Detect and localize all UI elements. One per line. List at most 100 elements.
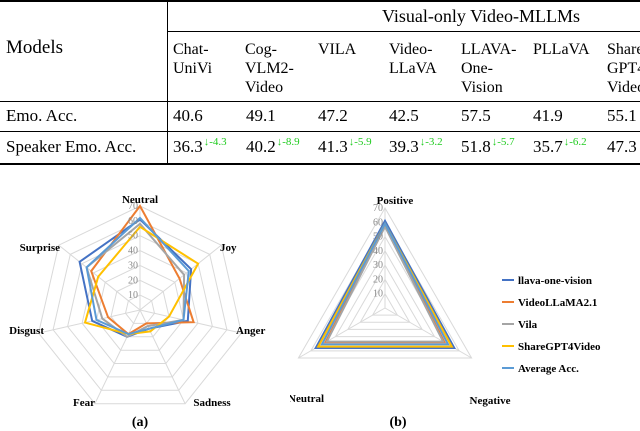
table-cell: 57.5 bbox=[461, 107, 491, 125]
delta-value: ↓-4.3 bbox=[203, 136, 227, 148]
grid-spoke bbox=[384, 307, 472, 359]
cell-value: 41.9 bbox=[533, 106, 563, 125]
column-header: PLLaVA bbox=[533, 41, 590, 58]
cell-value: 55.1 bbox=[607, 106, 637, 125]
grid-spoke bbox=[58, 244, 141, 311]
grid-spoke bbox=[298, 307, 386, 359]
legend-label: llava-one-vision bbox=[518, 275, 592, 287]
tick-label: 40 bbox=[373, 246, 383, 257]
grid-spoke bbox=[38, 309, 141, 334]
column-header: LLAVA- One- Vision bbox=[461, 41, 517, 96]
cell-value: 41.3 bbox=[318, 137, 348, 156]
header-rule bbox=[0, 101, 640, 102]
grid-ring bbox=[52, 220, 228, 391]
table-cell: 51.8↓-5.7 bbox=[461, 136, 515, 158]
chart-caption: (a) bbox=[132, 415, 149, 430]
series-line bbox=[90, 204, 195, 336]
tick-label: 30 bbox=[373, 260, 383, 271]
row-label: Speaker Emo. Acc. bbox=[6, 137, 137, 156]
column-header: VILA bbox=[318, 41, 357, 58]
delta-value: ↓-8.9 bbox=[276, 136, 300, 148]
series-line bbox=[316, 221, 454, 348]
column-header: Cog- VLM2- Video bbox=[245, 41, 294, 96]
grid-spoke bbox=[94, 309, 141, 404]
grid-ring bbox=[95, 264, 185, 351]
bottom-rule bbox=[0, 163, 640, 165]
column-header: Video- LLaVA bbox=[389, 41, 437, 77]
cell-value: 36.3 bbox=[173, 137, 203, 156]
cell-value: 40.2 bbox=[246, 137, 276, 156]
delta-value: ↓-6.2 bbox=[563, 136, 587, 148]
delta-value: ↓-3.2 bbox=[419, 136, 443, 148]
tick-label: 70 bbox=[128, 201, 138, 212]
tick-label: 40 bbox=[128, 246, 138, 257]
axis-label: Joy bbox=[220, 242, 237, 254]
table-cell: 47.2 bbox=[318, 107, 348, 125]
grid-spoke bbox=[139, 244, 222, 311]
grid-ring bbox=[38, 205, 242, 405]
tick-label: 10 bbox=[373, 289, 383, 300]
cell-value: 35.7 bbox=[533, 137, 563, 156]
grid-ring bbox=[334, 249, 436, 338]
tick-label: 30 bbox=[128, 260, 138, 271]
delta-value: ↓-5.7 bbox=[491, 136, 515, 148]
column-divider bbox=[167, 0, 168, 165]
tick-label: 10 bbox=[128, 290, 138, 301]
row-label: Emo. Acc. bbox=[6, 106, 78, 125]
grid-ring bbox=[309, 221, 461, 352]
legend-label: Vila bbox=[518, 319, 538, 331]
axis-label: Fear bbox=[73, 397, 95, 409]
table-cell: 42.5 bbox=[389, 107, 419, 125]
tick-label: 50 bbox=[373, 232, 383, 243]
tick-label: 20 bbox=[128, 275, 138, 286]
top-rule bbox=[0, 0, 640, 2]
table-cell: 35.7↓-6.2 bbox=[533, 136, 587, 158]
cell-value: 42.5 bbox=[389, 106, 419, 125]
tick-label: 50 bbox=[128, 231, 138, 242]
series-line bbox=[325, 224, 445, 343]
group-rule bbox=[167, 31, 640, 32]
cell-value: 49.1 bbox=[246, 106, 276, 125]
legend-label: ShareGPT4Video bbox=[518, 341, 601, 353]
table-cell: 41.9 bbox=[533, 107, 563, 125]
group-header: Visual-only Video-MLLMs bbox=[382, 6, 580, 26]
cell-value: 40.6 bbox=[173, 106, 203, 125]
axis-label: Surprise bbox=[20, 242, 60, 254]
results-table: Visual-only Video-MLLMs Models Chat- Uni… bbox=[0, 0, 640, 170]
row-rule bbox=[0, 131, 640, 132]
grid-ring bbox=[124, 294, 156, 324]
series-line bbox=[83, 225, 200, 336]
tick-label: 60 bbox=[128, 216, 138, 227]
cell-value: 47.3 bbox=[607, 137, 637, 156]
tick-label: 20 bbox=[373, 274, 383, 285]
axis-label: Neutral bbox=[122, 194, 158, 206]
legend-label: Average Acc. bbox=[518, 363, 579, 375]
tick-label: 60 bbox=[373, 217, 383, 228]
table-cell: 39.3↓-3.2 bbox=[389, 136, 443, 158]
table-cell: 47.3 bbox=[607, 138, 638, 158]
series-line bbox=[314, 218, 456, 349]
cell-value: 47.2 bbox=[318, 106, 348, 125]
grid-ring bbox=[371, 292, 399, 316]
axis-label: Disgust bbox=[9, 325, 44, 337]
column-header: Chat- UniVi bbox=[173, 41, 213, 77]
grid-ring bbox=[297, 206, 473, 359]
table-cell: 55.1 bbox=[607, 107, 637, 125]
tick-label: 70 bbox=[373, 203, 383, 214]
grid-ring bbox=[347, 264, 423, 330]
axis-label: Neutral bbox=[290, 393, 324, 405]
models-header: Models bbox=[6, 37, 63, 58]
grid-ring bbox=[110, 279, 170, 338]
axis-label: Sadness bbox=[193, 397, 231, 409]
cell-value: 39.3 bbox=[389, 137, 419, 156]
series-line bbox=[320, 221, 450, 346]
table-cell: 41.3↓-5.9 bbox=[318, 136, 372, 158]
table-cell: 36.3↓-4.3 bbox=[173, 136, 227, 158]
axis-label: Positive bbox=[377, 195, 414, 207]
axis-label: Negative bbox=[470, 395, 511, 407]
table-cell: 40.6 bbox=[173, 107, 203, 125]
cell-value: 51.8 bbox=[461, 137, 491, 156]
delta-value: ↓-5.9 bbox=[348, 136, 372, 148]
